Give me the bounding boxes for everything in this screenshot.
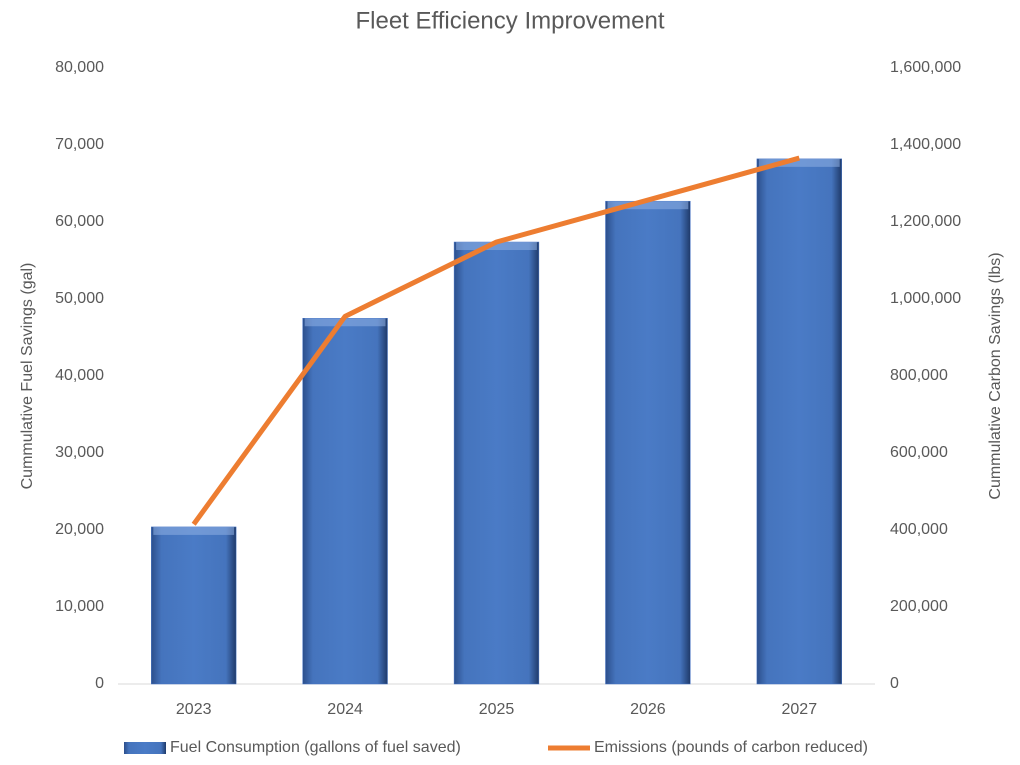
- y-tick-label: 20,000: [55, 521, 104, 538]
- y2-tick-label: 600,000: [890, 444, 948, 461]
- y2-tick-label: 400,000: [890, 521, 948, 538]
- y2-tick-label: 1,600,000: [890, 59, 961, 76]
- x-tick-label: 2026: [630, 701, 666, 718]
- y-tick-label: 70,000: [55, 136, 104, 153]
- bar-bevel: [607, 201, 689, 210]
- y-tick-label: 40,000: [55, 367, 104, 384]
- line: [191, 155, 800, 526]
- y2-axis-title: Cummulative Carbon Savings (lbs): [987, 252, 1004, 499]
- y2-tick-label: 200,000: [890, 598, 948, 615]
- bar-bevel: [153, 526, 235, 535]
- y-tick-label: 50,000: [55, 290, 104, 307]
- legend-label: Emissions (pounds of carbon reduced): [594, 739, 868, 756]
- y-tick-label: 0: [95, 675, 104, 692]
- y2-tick-label: 1,400,000: [890, 136, 961, 153]
- x-tick-label: 2024: [327, 701, 363, 718]
- bar-bevel: [304, 318, 386, 327]
- y-axis-title: Cummulative Fuel Savings (gal): [19, 263, 36, 490]
- x-tick-label: 2025: [479, 701, 515, 718]
- y-tick-label: 80,000: [55, 59, 104, 76]
- y-tick-label: 10,000: [55, 598, 104, 615]
- x-tick-label: 2023: [176, 701, 212, 718]
- y2-tick-label: 1,200,000: [890, 213, 961, 230]
- legend-swatch: [124, 742, 166, 754]
- y-tick-label: 30,000: [55, 444, 104, 461]
- bar: [453, 241, 540, 685]
- y2-tick-label: 800,000: [890, 367, 948, 384]
- bar-bevel: [456, 242, 537, 251]
- y2-tick-label: 0: [890, 675, 899, 692]
- bar: [756, 158, 842, 685]
- bar: [605, 200, 691, 685]
- y2-tick-label: 1,000,000: [890, 290, 961, 307]
- bar-bevel: [758, 158, 840, 167]
- y-tick-label: 60,000: [55, 213, 104, 230]
- chart-title: Fleet Efficiency Improvement: [355, 7, 664, 34]
- legend-label: Fuel Consumption (gallons of fuel saved): [170, 739, 461, 756]
- x-tick-label: 2027: [782, 701, 818, 718]
- bar: [302, 318, 388, 685]
- bar: [151, 526, 237, 685]
